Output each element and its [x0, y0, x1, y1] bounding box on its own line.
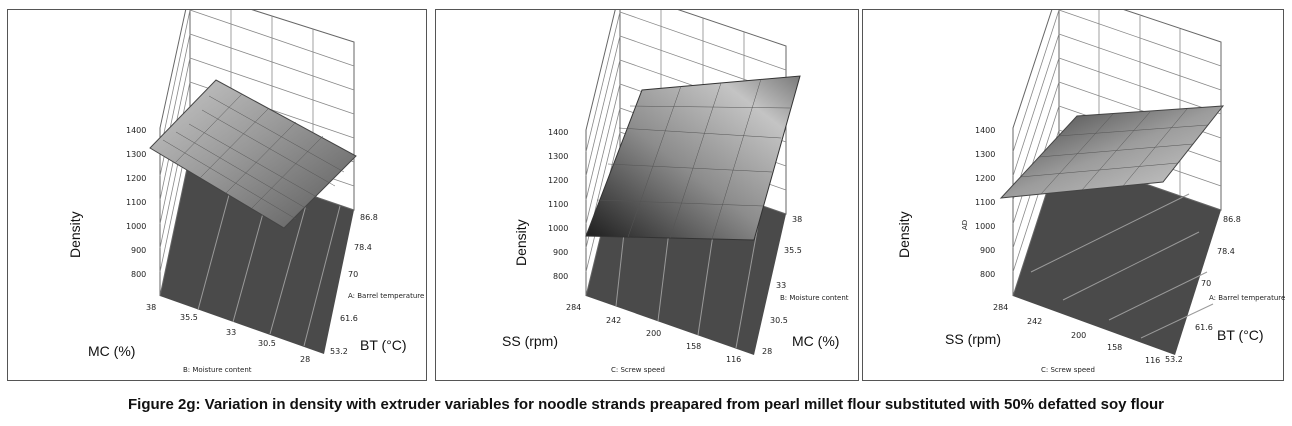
surface-mesh: [596, 78, 791, 240]
left-wall: [159, 10, 191, 297]
left-wall: [1012, 10, 1060, 297]
z-tick: 1000: [975, 222, 995, 231]
contour-lines: [1030, 193, 1214, 339]
z-axis-label: Density: [513, 219, 529, 266]
x-tick: 30.5: [258, 339, 276, 348]
y-tick: 30.5: [770, 316, 788, 325]
z-tick: 900: [553, 248, 568, 257]
y-tick: 61.6: [1195, 323, 1213, 332]
z-axis-label: Density: [67, 211, 83, 258]
z-tick: 1400: [548, 128, 568, 137]
chart-panel-3: 1400 1300 1200 1100 1000 900 800 AD 284 …: [862, 9, 1285, 381]
contour-lines: [197, 179, 341, 347]
y-tick: 70: [348, 270, 358, 279]
z-tick: 1300: [548, 152, 568, 161]
right-axis-short: BT (°C): [1217, 327, 1264, 343]
right-axis-short: MC (%): [792, 333, 839, 349]
z-tick: 800: [980, 270, 995, 279]
z-tick: 1300: [126, 150, 146, 159]
z-tick: 1000: [126, 222, 146, 231]
y-tick: 28: [762, 347, 772, 356]
x-tick: 33: [226, 328, 236, 337]
response-surface: [149, 79, 357, 229]
x-tick: 38: [146, 303, 156, 312]
z-tick: 1200: [126, 174, 146, 183]
y-tick: 61.6: [340, 314, 358, 323]
response-surface: [585, 75, 801, 241]
z-tick: 1200: [548, 176, 568, 185]
y-tick: 33: [776, 281, 786, 290]
x-tick: 284: [566, 303, 581, 312]
z-tick: 1100: [548, 200, 568, 209]
left-axis-factor: C: Screw speed: [1041, 366, 1095, 374]
surface-mesh: [1019, 108, 1209, 195]
y-tick: 53.2: [330, 347, 348, 356]
response-surface: [999, 105, 1225, 199]
x-tick: 116: [1145, 356, 1160, 365]
z-tick: 800: [553, 272, 568, 281]
x-tick: 284: [993, 303, 1008, 312]
left-axis-factor: B: Moisture content: [183, 366, 252, 374]
z-tick: 1000: [548, 224, 568, 233]
z-tick: 900: [131, 246, 146, 255]
surface-mesh: [162, 93, 345, 220]
x-tick: 242: [1027, 317, 1042, 326]
z-tick: 900: [980, 246, 995, 255]
y-tick: 86.8: [1223, 215, 1241, 224]
left-axis-short: SS (rpm): [502, 333, 558, 349]
y-tick: 78.4: [1217, 247, 1235, 256]
right-axis-short: BT (°C): [360, 337, 407, 353]
right-axis-factor: A: Barrel temperature: [1209, 294, 1285, 302]
y-tick: 86.8: [360, 213, 378, 222]
back-wall: [1058, 10, 1222, 211]
surface-plot-3: 1400 1300 1200 1100 1000 900 800 AD 284 …: [896, 10, 1285, 374]
z-tick: 1300: [975, 150, 995, 159]
y-tick: 38: [792, 215, 802, 224]
x-tick: 116: [726, 355, 741, 364]
x-tick: 158: [686, 342, 701, 351]
left-axis-short: SS (rpm): [945, 331, 1001, 347]
z-tick: 1400: [975, 126, 995, 135]
z-tick: 1400: [126, 126, 146, 135]
y-tick: 35.5: [784, 246, 802, 255]
x-tick: 28: [300, 355, 310, 364]
x-tick: 35.5: [180, 313, 198, 322]
right-axis-factor: A: Barrel temperature: [348, 292, 424, 300]
left-axis-short: MC (%): [88, 343, 135, 359]
z-axis-label: Density: [896, 211, 912, 258]
x-tick: 158: [1107, 343, 1122, 352]
surface-plot-1: 1400 1300 1200 1100 1000 900 800 38 35.5…: [67, 10, 424, 374]
x-tick: 200: [1071, 331, 1086, 340]
left-axis-factor: C: Screw speed: [611, 366, 665, 374]
figure-caption: Figure 2g: Variation in density with ext…: [127, 396, 1165, 413]
y-tick: 70: [1201, 279, 1211, 288]
surface-plot-2: 1400 1300 1200 1100 1000 900 800 284 242…: [502, 10, 849, 374]
z-tick: 1200: [975, 174, 995, 183]
right-axis-factor: B: Moisture content: [780, 294, 849, 302]
y-tick: 53.2: [1165, 355, 1183, 364]
z-tick: 1100: [126, 198, 146, 207]
y-tick: 78.4: [354, 243, 372, 252]
x-tick: 200: [646, 329, 661, 338]
chart-panel-1: 1400 1300 1200 1100 1000 900 800 38 35.5…: [7, 9, 427, 381]
chart-panel-2: 1400 1300 1200 1100 1000 900 800 284 242…: [435, 9, 859, 381]
extra-z-label: AD: [961, 220, 969, 230]
z-tick: 800: [131, 270, 146, 279]
x-tick: 242: [606, 316, 621, 325]
z-tick: 1100: [975, 198, 995, 207]
